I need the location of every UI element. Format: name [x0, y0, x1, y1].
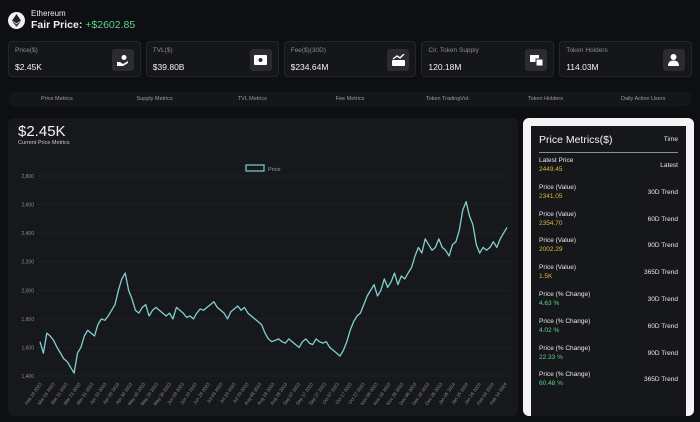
- metrics-panel: Price Metrics($) Time Latest Price 2449.4…: [523, 118, 694, 416]
- card-label: Cir. Token Supply: [428, 47, 479, 54]
- tab-price-metrics[interactable]: Price Metrics: [40, 96, 73, 102]
- metric-value: 60.48 %: [539, 380, 563, 388]
- card-label: TVL($): [152, 47, 173, 54]
- metric-value: 4.63 %: [539, 299, 560, 307]
- metric-label: Price (Value): [539, 264, 577, 272]
- card-value: 114.03M: [566, 62, 599, 72]
- y-tick-label: 1,400: [21, 374, 34, 380]
- metric-row: Price (Value) 2341.05 30D Trend: [539, 180, 678, 207]
- metric-period: 60D Trend: [647, 215, 678, 223]
- metric-tabs: Price Metrics Supply Metrics TVL Metrics…: [8, 92, 692, 106]
- fee-chart-icon: [387, 49, 410, 71]
- metric-label: Price (% Change): [539, 371, 591, 379]
- y-tick-label: 2,000: [21, 288, 34, 294]
- banknote-icon: [249, 49, 272, 71]
- metric-row: Latest Price 2449.45 Latest: [539, 153, 678, 180]
- current-price-subtitle: Current Price Metrics: [18, 140, 70, 146]
- tab-token-trading-vol[interactable]: Token TradingVol.: [425, 96, 470, 102]
- card-value: $234.64M: [290, 62, 329, 72]
- metric-period: Latest: [660, 162, 678, 169]
- card-label: Fee($)(30D): [290, 47, 326, 54]
- y-tick-label: 2,400: [21, 231, 34, 237]
- metrics-panel-title: Price Metrics($): [539, 134, 613, 146]
- metric-row: Price (% Change) 4.02 % 60D Trend: [539, 314, 678, 341]
- metric-label: Price (% Change): [539, 317, 591, 325]
- card-value: $39.80B: [152, 62, 185, 72]
- fair-price-value: +$2602.85: [85, 19, 136, 31]
- y-tick-label: 2,800: [21, 174, 34, 180]
- metrics-panel-header: Price Metrics($) Time: [539, 126, 678, 153]
- metric-period: 365D Trend: [644, 376, 678, 384]
- metric-value: 2002.29: [539, 246, 563, 254]
- tab-supply-metrics[interactable]: Supply Metrics: [136, 96, 173, 102]
- metric-row: Price (Value) 2354.70 60D Trend: [539, 207, 678, 234]
- metric-label: Price (Value): [539, 237, 577, 245]
- card-tvl[interactable]: TVL($) $39.80B: [145, 41, 279, 77]
- card-supply[interactable]: Cir. Token Supply 120.18M: [421, 41, 555, 77]
- card-value: $2.45K: [15, 62, 42, 72]
- metric-value: 22.33 %: [539, 353, 563, 361]
- metric-label: Price (Value): [539, 210, 577, 218]
- y-tick-label: 2,200: [21, 260, 34, 266]
- metric-period: 90D Trend: [647, 349, 678, 357]
- price-chart-panel: $2.45K Current Price Metrics Price 2,800 2…: [8, 118, 518, 416]
- fair-price: Fair Price: +$2602.85: [31, 19, 135, 32]
- metric-label: Price (Value): [539, 183, 577, 191]
- legend-swatch: [245, 164, 265, 172]
- metric-row: Price (% Change) 60.48 % 365D Trend: [539, 367, 678, 394]
- metric-label: Price (% Change): [539, 290, 591, 298]
- y-tick-label: 1,800: [21, 317, 34, 323]
- card-price[interactable]: Price($) $2.45K: [8, 41, 141, 77]
- metric-label: Latest Price: [539, 157, 574, 164]
- user-icon: [662, 49, 685, 71]
- metric-period: 30D Trend: [647, 295, 678, 303]
- tab-daily-active-users[interactable]: Daily Active Users: [621, 96, 666, 102]
- stat-cards: Price($) $2.45K TVL($) $39.80B Fee($)(30…: [8, 41, 692, 77]
- card-value: 120.18M: [428, 62, 462, 72]
- price-line-chart[interactable]: Price 2,800 2,600 2,400 2,200 2,000 1,800 1,600…: [8, 118, 518, 416]
- current-price: $2.45K: [18, 123, 66, 140]
- metric-label: Price (% Change): [539, 344, 591, 352]
- fair-price-label: Fair Price:: [31, 19, 83, 31]
- time-column-header: Time: [663, 136, 678, 143]
- metric-value: 1.5K: [539, 273, 553, 281]
- asset-name: Ethereum: [31, 9, 66, 18]
- metric-row: Price (% Change) 22.33 % 90D Trend: [539, 341, 678, 368]
- card-fee[interactable]: Fee($)(30D) $234.64M: [283, 41, 417, 77]
- y-tick-label: 2,600: [21, 203, 34, 209]
- card-label: Token Holders: [566, 47, 608, 54]
- legend-label: Price: [268, 167, 281, 173]
- metric-period: 30D Trend: [647, 188, 678, 196]
- tab-fee-metrics[interactable]: Fee Metrics: [335, 96, 365, 102]
- card-holders[interactable]: Token Holders 114.03M: [559, 41, 692, 77]
- tab-token-holders[interactable]: Token Holders: [527, 96, 564, 102]
- tab-tvl-metrics[interactable]: TVL Metrics: [237, 96, 267, 102]
- metric-value: 2341.05: [539, 192, 563, 200]
- ethereum-icon: [8, 12, 25, 29]
- metric-value: 4.02 %: [539, 326, 560, 334]
- metric-row: Price (Value) 2002.29 90D Trend: [539, 233, 678, 260]
- asset-header: Ethereum Fair Price: +$2602.85: [8, 9, 135, 32]
- metric-row: Price (Value) 1.5K 365D Trend: [539, 260, 678, 287]
- card-label: Price($): [15, 47, 38, 54]
- metric-period: 365D Trend: [644, 269, 678, 277]
- hand-coin-icon: [111, 49, 134, 71]
- metric-period: 90D Trend: [647, 242, 678, 250]
- metric-row: Price (% Change) 4.63 % 30D Trend: [539, 287, 678, 314]
- metric-value: 2354.70: [539, 219, 563, 227]
- price-series-line: [39, 201, 508, 374]
- y-tick-label: 1,600: [21, 345, 34, 351]
- metric-period: 60D Trend: [647, 322, 678, 330]
- token-supply-icon: [525, 49, 548, 71]
- metric-value: 2449.45: [539, 166, 563, 173]
